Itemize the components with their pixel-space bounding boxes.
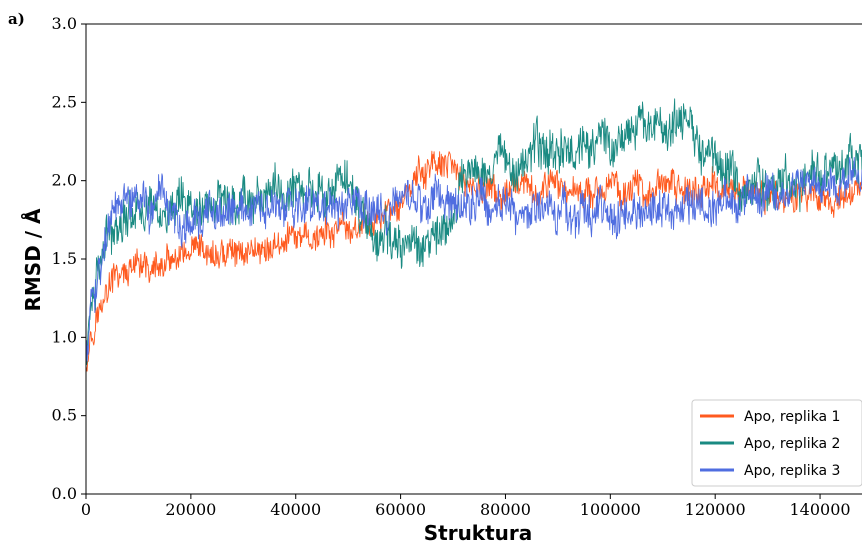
x-tick-label: 0 [81, 500, 91, 519]
legend: Apo, replika 1 Apo, replika 2 Apo, repli… [691, 399, 862, 487]
legend-label-replika-1: Apo, replika 1 [744, 409, 840, 425]
series-line-replika-1 [85, 150, 862, 374]
y-tick-label: 2.5 [52, 92, 77, 111]
y-tick-label: 0.0 [52, 484, 77, 503]
legend-label-replika-2: Apo, replika 2 [744, 436, 840, 452]
series-line-replika-3 [85, 157, 862, 362]
x-tick-label: 60000 [375, 500, 426, 519]
x-ticks: 0 20000 40000 60000 80000 100000 120000 140000 [81, 494, 851, 519]
series-layer [85, 98, 862, 374]
legend-label-replika-3: Apo, replika 3 [744, 463, 840, 479]
y-tick-label: 1.5 [52, 249, 77, 268]
legend-frame [691, 399, 862, 487]
x-tick-label: 120000 [685, 500, 746, 519]
x-tick-label: 100000 [580, 500, 641, 519]
y-tick-label: 2.0 [52, 171, 77, 190]
panel-label: a) [8, 10, 25, 28]
x-tick-label: 40000 [270, 500, 321, 519]
y-tick-label: 1.0 [52, 327, 77, 346]
x-tick-label: 140000 [790, 500, 851, 519]
series-line-replika-2 [85, 98, 862, 366]
y-tick-label: 0.5 [52, 406, 77, 425]
y-ticks: 0.0 0.5 1.0 1.5 2.0 2.5 3.0 [52, 14, 86, 503]
y-axis-title: RMSD / Å [21, 208, 45, 312]
x-tick-label: 80000 [480, 500, 531, 519]
x-tick-label: 20000 [165, 500, 216, 519]
x-axis-title: Struktura [424, 521, 533, 545]
y-tick-label: 3.0 [52, 14, 77, 33]
